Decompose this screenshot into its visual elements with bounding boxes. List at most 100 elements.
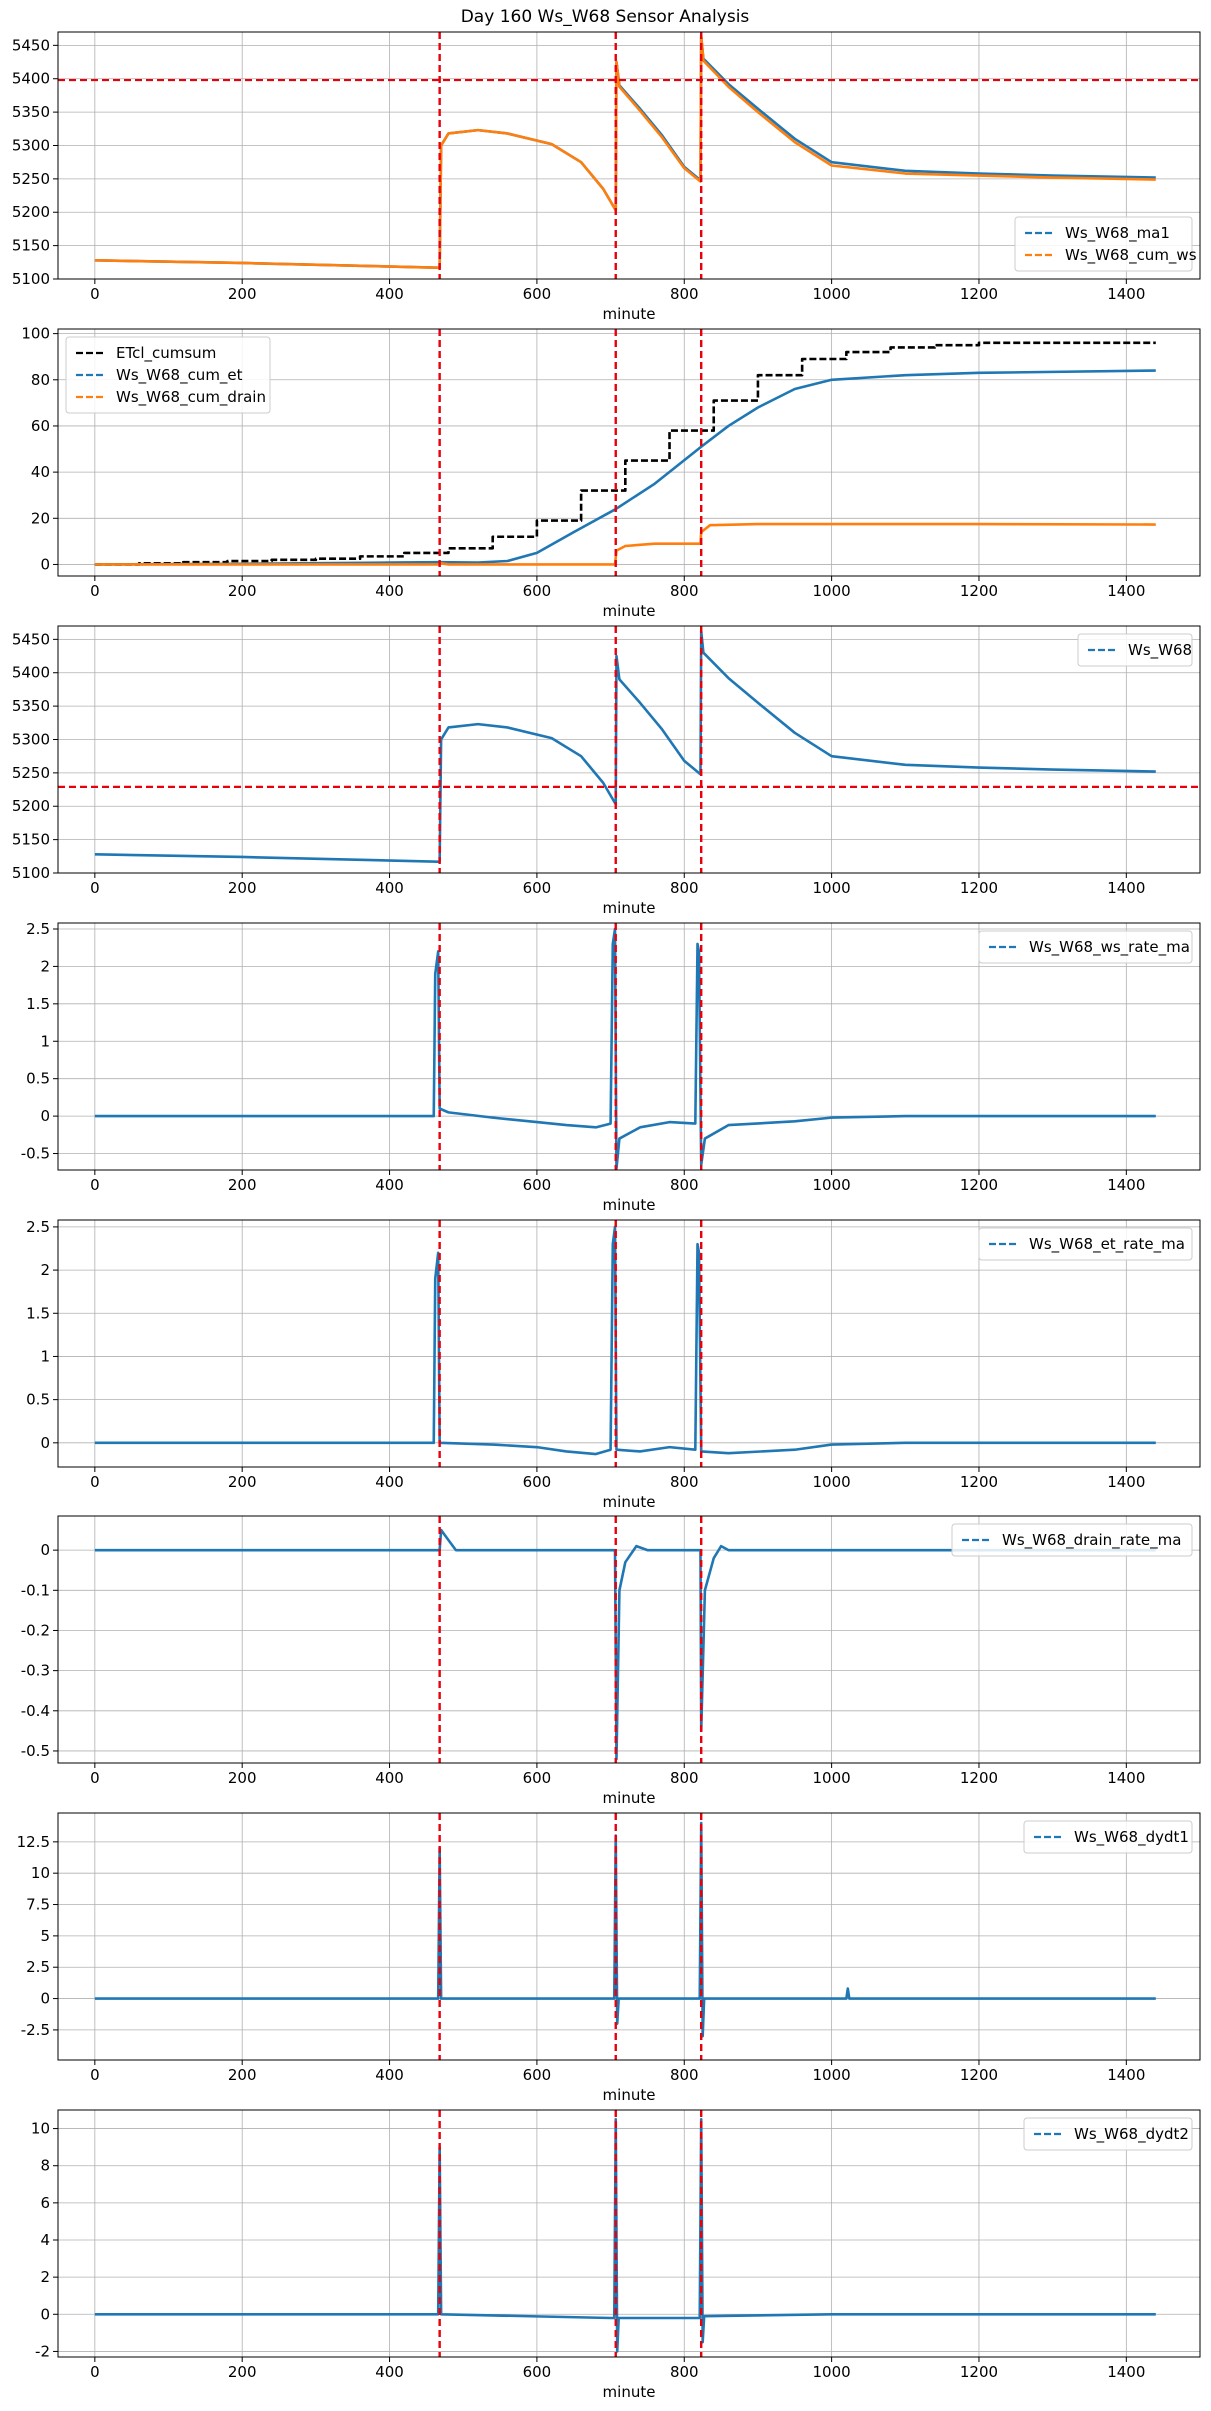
- tick-label-y: 0: [40, 1434, 50, 1452]
- legend: Ws_W68_dydt2: [1023, 2117, 1193, 2151]
- legend: Ws_W68_drain_rate_ma: [951, 1523, 1193, 1557]
- tick-label-x: 200: [228, 582, 257, 600]
- series-line-Ws_W68_cum_et: [94, 369, 1156, 566]
- tick-label-x: 0: [90, 1176, 100, 1194]
- tick-label-x: 600: [523, 2066, 552, 2084]
- legend: Ws_W68_et_rate_ma: [978, 1227, 1193, 1261]
- legend: Ws_W68_ma1 Ws_W68_cum_ws: [1014, 216, 1197, 272]
- tick-label-y: 4: [40, 2231, 50, 2249]
- tick-label-x: 1400: [1107, 582, 1145, 600]
- tick-label-x: 800: [670, 1769, 699, 1787]
- tick-label-x: 1000: [813, 2066, 851, 2084]
- tick-label-x: 800: [670, 582, 699, 600]
- tick-label-x: 600: [523, 285, 552, 303]
- tick-label-y: 7.5: [26, 1896, 50, 1914]
- tick-label-y: 5100: [12, 864, 50, 882]
- legend-entry: Ws_W68: [1128, 641, 1192, 660]
- plot-content: [94, 1220, 1156, 1467]
- chart-panel-7: 0 200 400 600 800 1000 1200 1400 -2.5 0 2.5 5 7.5 10 1…: [17, 1812, 1201, 2104]
- legend-box: [951, 1523, 1193, 1557]
- tick-label-y: -0.4: [21, 1702, 50, 1720]
- legend-entry: Ws_W68_dydt2: [1074, 2125, 1189, 2144]
- legend-box: [1077, 633, 1193, 667]
- tick-label-y: -0.3: [21, 1662, 50, 1680]
- tick-label-y: 1: [40, 1347, 50, 1365]
- x-axis-label: minute: [603, 1493, 656, 1511]
- x-axis-label: minute: [603, 305, 656, 323]
- tick-label-y: 0: [40, 555, 50, 573]
- series-line-Ws_W68_drain_rate_ma: [94, 1528, 1156, 1761]
- tick-label-x: 1200: [960, 1176, 998, 1194]
- tick-label-y: 60: [31, 417, 50, 435]
- x-axis-label: minute: [603, 2086, 656, 2104]
- tick-label-y: 5350: [12, 697, 50, 715]
- plot-content: [94, 329, 1156, 576]
- tick-label-x: 800: [670, 285, 699, 303]
- x-axis-label: minute: [603, 1196, 656, 1214]
- tick-label-x: 1200: [960, 879, 998, 897]
- chart-panel-2: 0 200 400 600 800 1000 1200 1400 0 20 40 60 80 100 min…: [21, 325, 1201, 620]
- legend-box: [65, 336, 271, 414]
- tick-label-x: 400: [375, 1769, 404, 1787]
- tick-label-x: 1000: [813, 1473, 851, 1491]
- plot-area: [58, 626, 1200, 873]
- tick-label-x: 800: [670, 879, 699, 897]
- tick-label-y: 2: [40, 2268, 50, 2286]
- tick-label-x: 1200: [960, 1769, 998, 1787]
- tick-label-y: 12.5: [17, 1833, 50, 1851]
- tick-label-x: 1200: [960, 582, 998, 600]
- tick-label-x: 0: [90, 879, 100, 897]
- tick-label-x: 200: [228, 1176, 257, 1194]
- tick-label-y: 2: [40, 957, 50, 975]
- tick-label-y: 0: [40, 2305, 50, 2323]
- tick-label-y: 2.5: [26, 1958, 50, 1976]
- tick-label-x: 0: [90, 2066, 100, 2084]
- tick-label-x: 1200: [960, 2363, 998, 2381]
- axes-frame: [57, 1219, 1201, 1468]
- tick-label-x: 1200: [960, 2066, 998, 2084]
- legend-box: [1014, 216, 1193, 272]
- tick-label-y: 5400: [12, 664, 50, 682]
- legend-entry: Ws_W68_cum_ws: [1065, 246, 1197, 265]
- tick-label-y: 5450: [12, 630, 50, 648]
- legend: Ws_W68_dydt1: [1023, 1820, 1193, 1854]
- tick-label-y: 5: [40, 1927, 50, 1945]
- tick-label-y: 5400: [12, 70, 50, 88]
- grid: [58, 1516, 1200, 1763]
- axes-frame: [57, 2109, 1201, 2358]
- tick-label-x: 1000: [813, 582, 851, 600]
- tick-label-x: 400: [375, 1176, 404, 1194]
- legend-entry: Ws_W68_ws_rate_ma: [1029, 938, 1190, 957]
- plot-area: [58, 1813, 1200, 2060]
- tick-label-y: 1.5: [26, 995, 50, 1013]
- tick-label-x: 1000: [813, 1769, 851, 1787]
- grid: [58, 923, 1200, 1170]
- tick-label-y: 5350: [12, 103, 50, 121]
- legend: Ws_W68: [1077, 633, 1193, 667]
- tick-label-x: 0: [90, 582, 100, 600]
- grid: [58, 1220, 1200, 1467]
- tick-label-y: 0: [40, 1107, 50, 1125]
- tick-label-x: 0: [90, 1473, 100, 1491]
- tick-label-x: 200: [228, 879, 257, 897]
- tick-label-y: 6: [40, 2194, 50, 2212]
- x-axis-label: minute: [603, 1789, 656, 1807]
- tick-label-x: 200: [228, 285, 257, 303]
- plot-area: [58, 32, 1200, 279]
- chart-panel-5: 0 200 400 600 800 1000 1200 1400 0 0.5 1 1.5 2 2.5 min…: [26, 1218, 1201, 1511]
- axes-frame: [57, 1515, 1201, 1764]
- tick-label-y: -0.5: [21, 1145, 50, 1163]
- tick-label-x: 0: [90, 1769, 100, 1787]
- tick-label-y: 2.5: [26, 1218, 50, 1236]
- legend-box: [1023, 1820, 1193, 1854]
- legend-entry: Ws_W68_ma1: [1065, 224, 1170, 243]
- tick-label-x: 1400: [1107, 879, 1145, 897]
- plot-area: [58, 2110, 1200, 2357]
- axes-frame: [57, 328, 1201, 577]
- x-axis-label: minute: [603, 2383, 656, 2401]
- tick-label-y: -2: [35, 2342, 50, 2360]
- x-axis-label: minute: [603, 899, 656, 917]
- tick-label-x: 1000: [813, 2363, 851, 2381]
- legend-entry: Ws_W68_drain_rate_ma: [1002, 1531, 1181, 1550]
